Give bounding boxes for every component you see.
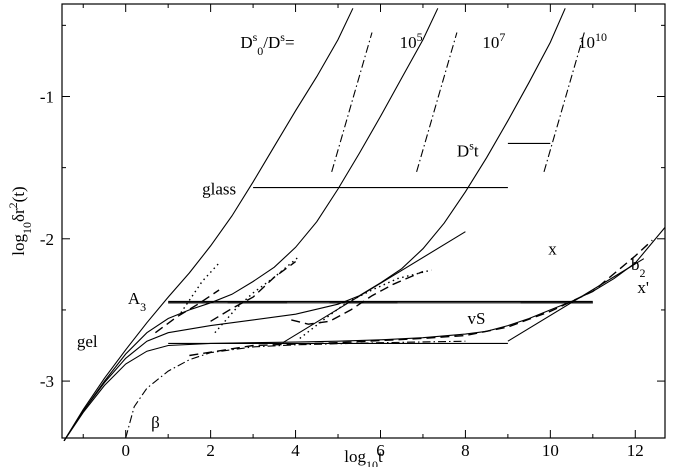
y-tick-label: -1: [40, 87, 54, 106]
annotation-a3: A3: [128, 289, 146, 314]
annotation-beta: β: [151, 413, 160, 432]
axes-layer: 0 2 4 6 8 10 12 -3 -2 -1: [40, 3, 666, 460]
annotation-r7: 107: [482, 30, 505, 52]
series-dot-line: [180, 262, 220, 314]
series-layer: [63, 8, 666, 442]
x-tick-label: 2: [206, 441, 215, 460]
series-dash-line: [210, 261, 297, 322]
y-axis-label: log10δr2(t): [6, 186, 34, 255]
x-tick-label: 10: [542, 441, 559, 460]
annotation-ratio: Ds0/Ds=: [240, 30, 294, 58]
x-tick-label: 6: [376, 441, 385, 460]
x-tick-label: 8: [461, 441, 470, 460]
annotation-x: x: [548, 239, 557, 258]
series-dot-line: [214, 255, 301, 334]
series-solid-line: [282, 231, 466, 344]
annotation-r5: 105: [400, 30, 423, 52]
series-dashdot-line: [543, 32, 585, 173]
x-tick-label: 4: [291, 441, 300, 460]
y-tick-label: -3: [40, 372, 54, 391]
annotation-gel: gel: [77, 332, 98, 351]
x-tick-label: 0: [121, 441, 130, 460]
series-solid-line: [63, 227, 666, 442]
series-solid-line: [63, 8, 354, 442]
x-axis-label: log10t: [344, 447, 383, 467]
series-dashdot-line: [331, 32, 373, 173]
annotation-layer: Ds0/Ds= 105 107 1010 Dst glass x A3 b2x' vS gel β: [77, 30, 649, 432]
annotation-dst: Dst: [457, 138, 479, 160]
annotation-vs: vS: [468, 309, 486, 328]
series-dash-line: [291, 270, 424, 325]
y-tick-label: -2: [40, 230, 54, 249]
series-dashdot-line: [416, 32, 458, 173]
annotation-xp: x': [637, 278, 649, 297]
annotation-glass: glass: [202, 180, 236, 199]
annotation-b2: b2: [631, 255, 646, 280]
series-solid-line: [507, 258, 645, 342]
series-solid-line: [63, 8, 439, 442]
annotation-r10: 1010: [578, 30, 607, 52]
series-dashdot-line: [125, 340, 466, 439]
x-tick-label: 12: [627, 441, 644, 460]
series-dot-line: [299, 269, 432, 339]
series-dash-line: [189, 239, 653, 357]
plot-frame: [61, 3, 666, 439]
series-dash-line: [154, 289, 220, 334]
